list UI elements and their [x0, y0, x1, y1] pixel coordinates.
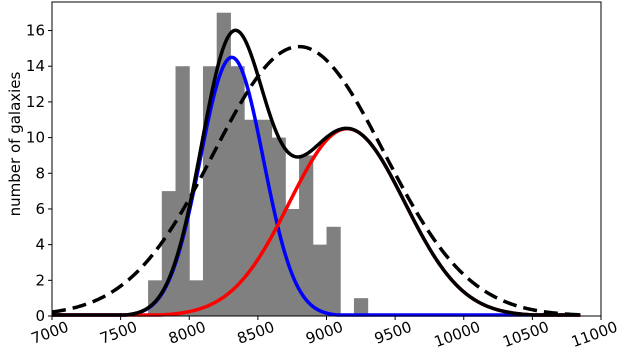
- histogram-bar-15: [353, 298, 369, 316]
- histogram-bar-6: [230, 66, 245, 317]
- x-tick-label-4: 9000: [303, 318, 345, 348]
- x-tick-label-1: 7500: [98, 318, 140, 348]
- x-tick-label-5: 9500: [372, 318, 414, 348]
- y-tick-label-4: 8: [35, 164, 45, 182]
- x-tick-label-7: 10500: [500, 318, 551, 351]
- x-axis: 7000 7500 8000 8500 9000 9500 10000 10500 11000: [29, 316, 620, 351]
- histogram-bar-11: [299, 155, 314, 316]
- histogram-bar-12: [312, 244, 327, 316]
- histogram-bar-8: [257, 119, 273, 316]
- y-tick-label-1: 2: [35, 271, 45, 289]
- y-tick-label-0: 0: [35, 307, 45, 325]
- x-tick-label-6: 10000: [432, 318, 483, 351]
- y-tick-label-5: 10: [26, 129, 45, 147]
- x-tick-label-8: 11000: [569, 318, 620, 351]
- y-tick-label-8: 16: [26, 22, 45, 40]
- y-tick-label-6: 12: [26, 93, 45, 111]
- x-tick-label-3: 8500: [235, 318, 277, 348]
- y-axis: 0 2 4 6 8 10 12 14 16: [26, 22, 52, 325]
- y-tick-label-2: 4: [35, 236, 45, 254]
- histogram-bar-1: [161, 191, 177, 316]
- histogram-bar-7: [244, 119, 259, 316]
- histogram-bar-5: [216, 12, 231, 316]
- histogram-bars: [148, 12, 369, 317]
- fit-curve-2: [51, 44, 581, 317]
- histogram-bar-10: [285, 208, 300, 316]
- y-tick-label-3: 6: [35, 200, 45, 218]
- y-axis-label: number of galaxies: [6, 71, 24, 216]
- histogram-bar-13: [326, 226, 341, 316]
- y-tick-label-7: 14: [26, 57, 45, 75]
- fit-curve-3: [51, 28, 581, 317]
- x-tick-label-2: 8000: [166, 318, 208, 348]
- histogram-bar-2: [175, 66, 190, 317]
- fit-curves: [51, 28, 581, 317]
